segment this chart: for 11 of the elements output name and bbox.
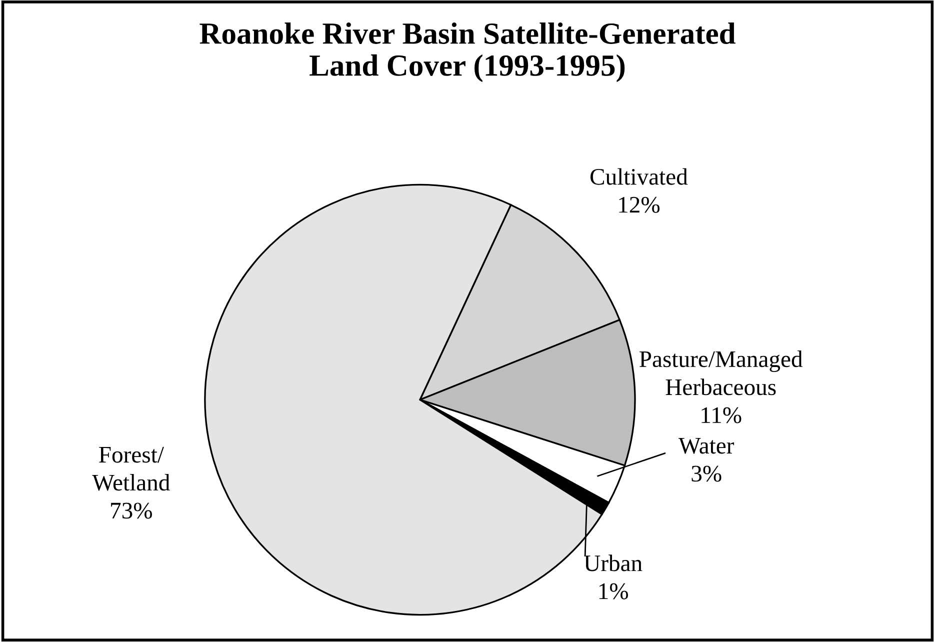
data-label: 3% bbox=[692, 466, 722, 482]
data-label: 1% bbox=[599, 583, 628, 600]
slice-label: Pasture/Managed Herbaceous bbox=[640, 350, 803, 396]
chart-title: Roanoke River Basin Satellite-Generated Land Cover (1993-1995) bbox=[200, 22, 736, 82]
data-label: 11% bbox=[702, 407, 742, 424]
slice-label: Water bbox=[678, 438, 734, 454]
data-label: 73% bbox=[111, 502, 152, 519]
slice-label: Cultivated bbox=[590, 168, 688, 185]
slice-label: Urban bbox=[584, 554, 642, 572]
slice-label: Forest/ Wetland bbox=[92, 446, 170, 491]
data-label: 12% bbox=[619, 196, 660, 213]
